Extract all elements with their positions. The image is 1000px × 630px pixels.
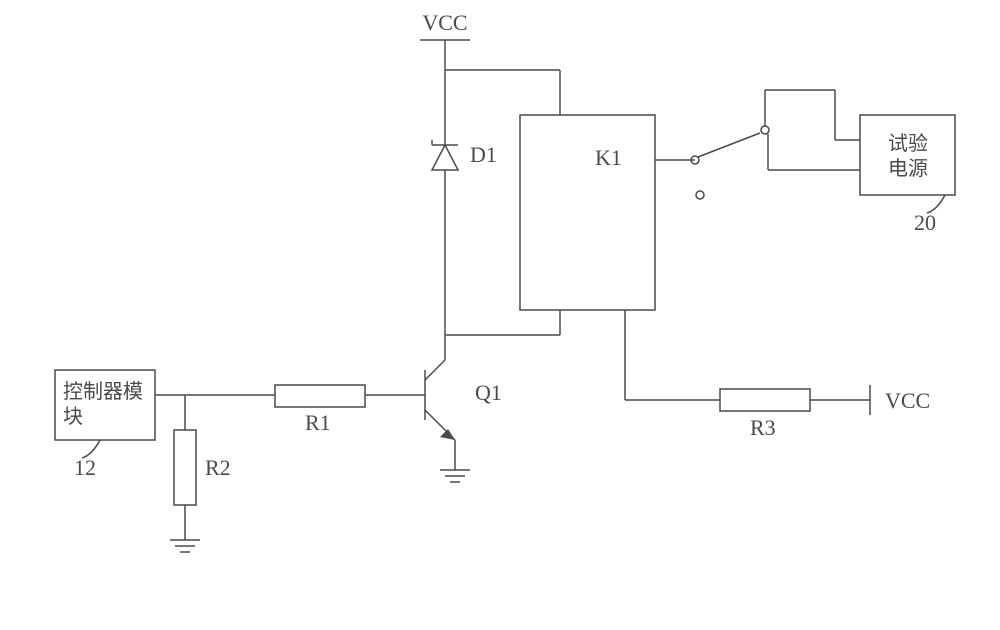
controller-module: 控制器模 块 12 <box>55 370 185 480</box>
resistor-r1: R1 <box>185 385 365 435</box>
d1-label: D1 <box>470 142 497 167</box>
test-power-ref: 20 <box>914 210 936 235</box>
r1-label: R1 <box>305 410 331 435</box>
k1-label: K1 <box>595 145 622 170</box>
controller-label-l2: 块 <box>63 405 83 428</box>
circuit-diagram: VCC D1 K1 <box>0 0 1000 630</box>
test-power-label-l2: 电源 <box>888 157 928 180</box>
q1-label: Q1 <box>475 380 502 405</box>
resistor-r2: R2 <box>170 395 231 552</box>
relay-k1: K1 <box>445 70 695 400</box>
r2-label: R2 <box>205 455 231 480</box>
transistor-q1: Q1 <box>365 310 502 482</box>
controller-label-l1: 控制器模 <box>63 380 143 403</box>
controller-ref: 12 <box>74 455 96 480</box>
test-power-label-l1: 试验 <box>888 132 928 155</box>
vcc-right-label: VCC <box>885 388 930 413</box>
diode-d1: D1 <box>432 70 497 310</box>
vcc-top-label: VCC <box>422 10 467 35</box>
resistor-r3: VCC R3 <box>625 385 930 440</box>
vcc-top: VCC <box>420 10 470 70</box>
switch-and-test-power: 试验 电源 20 <box>691 90 955 235</box>
r3-label: R3 <box>750 415 776 440</box>
